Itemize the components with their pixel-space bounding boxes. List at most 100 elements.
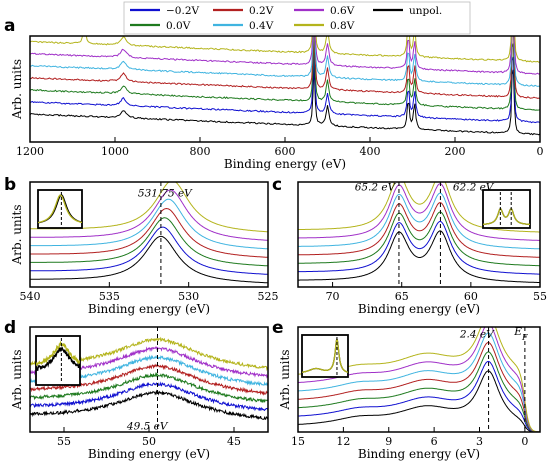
inset-line — [38, 194, 82, 224]
series-line — [30, 36, 540, 75]
peak-annotation: 2.4 eV — [459, 329, 495, 341]
legend-entry-00: 0.0V — [130, 20, 191, 32]
x-axis-label: Binding energy (eV) — [358, 447, 480, 461]
x-tick-label: 55 — [533, 290, 547, 303]
series-group — [298, 327, 540, 432]
peak-annotation: 65.2 eV — [355, 181, 397, 193]
series-line — [30, 235, 268, 284]
x-axis-label: Binding energy (eV) — [358, 302, 480, 316]
series-line — [298, 182, 540, 233]
inset-lines — [36, 340, 80, 371]
x-tick-label: 0 — [521, 435, 528, 448]
series-line — [30, 363, 268, 396]
x-tick-label: 535 — [99, 290, 120, 303]
legend-label: 0.0V — [166, 20, 191, 32]
series-line — [298, 342, 540, 432]
x-tick-label: 1000 — [101, 145, 129, 158]
x-tick-label: 6 — [431, 435, 438, 448]
inset-d — [35, 335, 81, 386]
legend-frame — [123, 1, 471, 35]
x-tick-label: 540 — [20, 290, 41, 303]
series-line — [30, 217, 268, 267]
x-tick-label: 600 — [275, 145, 296, 158]
series-group — [30, 36, 540, 136]
y-axis-label: Arb. units — [10, 59, 24, 120]
legend-entry-08: 0.8V — [294, 20, 355, 32]
series-line — [30, 65, 540, 136]
series-line — [30, 36, 540, 63]
series-line — [30, 372, 268, 403]
x-tick-label: 70 — [326, 290, 340, 303]
series-line — [298, 183, 540, 241]
legend-label: 0.8V — [330, 20, 355, 32]
series-line — [30, 198, 268, 250]
series-line — [30, 381, 268, 412]
x-tick-label: 530 — [178, 290, 199, 303]
peak-annotation: 531.75 eV — [138, 187, 193, 199]
series-line — [298, 221, 540, 275]
legend-entry-06: 0.6V — [294, 5, 355, 17]
series-group — [298, 182, 540, 283]
panel-label: d — [4, 318, 16, 338]
series-line — [298, 351, 540, 432]
panel-a: 1200 1000 800 600 400 200 0 Binding energy (eV)… — [4, 16, 544, 171]
legend-entry-02: 0.2V — [213, 5, 274, 17]
series-line — [30, 36, 540, 99]
y-axis-label: Arb. units — [10, 205, 24, 266]
panel-label: e — [272, 318, 284, 338]
series-line — [30, 36, 540, 88]
series-line — [30, 189, 268, 241]
legend-label: unpol. — [409, 5, 442, 17]
series-line — [30, 207, 268, 258]
inset-b — [37, 189, 83, 229]
series-line — [298, 192, 540, 250]
x-tick-label: 400 — [360, 145, 381, 158]
x-tick-label: 9 — [385, 435, 392, 448]
x-tick-label: 15 — [291, 435, 305, 448]
panel-label: c — [272, 175, 282, 195]
inset-lines — [302, 337, 348, 373]
series-line — [298, 230, 540, 283]
inset-line — [36, 340, 80, 366]
series-line — [30, 226, 268, 275]
panel-label: a — [4, 16, 15, 36]
x-tick-label: 800 — [190, 145, 211, 158]
inset-frame — [35, 335, 81, 386]
x-tick-label: 55 — [57, 435, 71, 448]
inset-line — [302, 337, 348, 373]
plot-frame — [29, 181, 269, 288]
legend-label: 0.2V — [249, 5, 274, 17]
legend-label: 0.6V — [330, 5, 355, 17]
panel-b: 540 535 530 525 Binding energy (eV) Arb. unit… — [4, 175, 279, 316]
inset-lines — [38, 194, 82, 224]
x-tick-label: 65 — [395, 290, 409, 303]
panel-label: b — [4, 175, 16, 195]
series-line — [298, 370, 540, 432]
legend-label: 0.4V — [249, 20, 274, 32]
y-axis-label: Arb. units — [10, 350, 24, 411]
legend-entry-04: 0.4V — [213, 20, 274, 32]
peak-annotation: 49.5 eV — [126, 420, 169, 432]
x-tick-label: 200 — [445, 145, 466, 158]
plot-frame — [297, 181, 541, 288]
legend-entry-unpol: unpol. — [373, 5, 442, 17]
inset-lines — [483, 208, 530, 226]
x-tick-label: 50 — [142, 435, 156, 448]
inset-line — [483, 208, 530, 226]
peak-annotation: EF — [513, 326, 528, 342]
series-line — [298, 211, 540, 267]
series-line — [298, 332, 540, 432]
x-tick-label: 3 — [476, 435, 483, 448]
series-line — [30, 389, 268, 420]
x-axis-label: Binding energy (eV) — [88, 447, 210, 461]
y-axis-label: Arb. units — [278, 350, 292, 411]
series-line — [30, 52, 540, 124]
inset-frame — [482, 189, 531, 229]
x-tick-label: 60 — [464, 290, 478, 303]
inset-e — [301, 334, 349, 378]
series-group — [30, 182, 268, 284]
series-line — [298, 360, 540, 432]
